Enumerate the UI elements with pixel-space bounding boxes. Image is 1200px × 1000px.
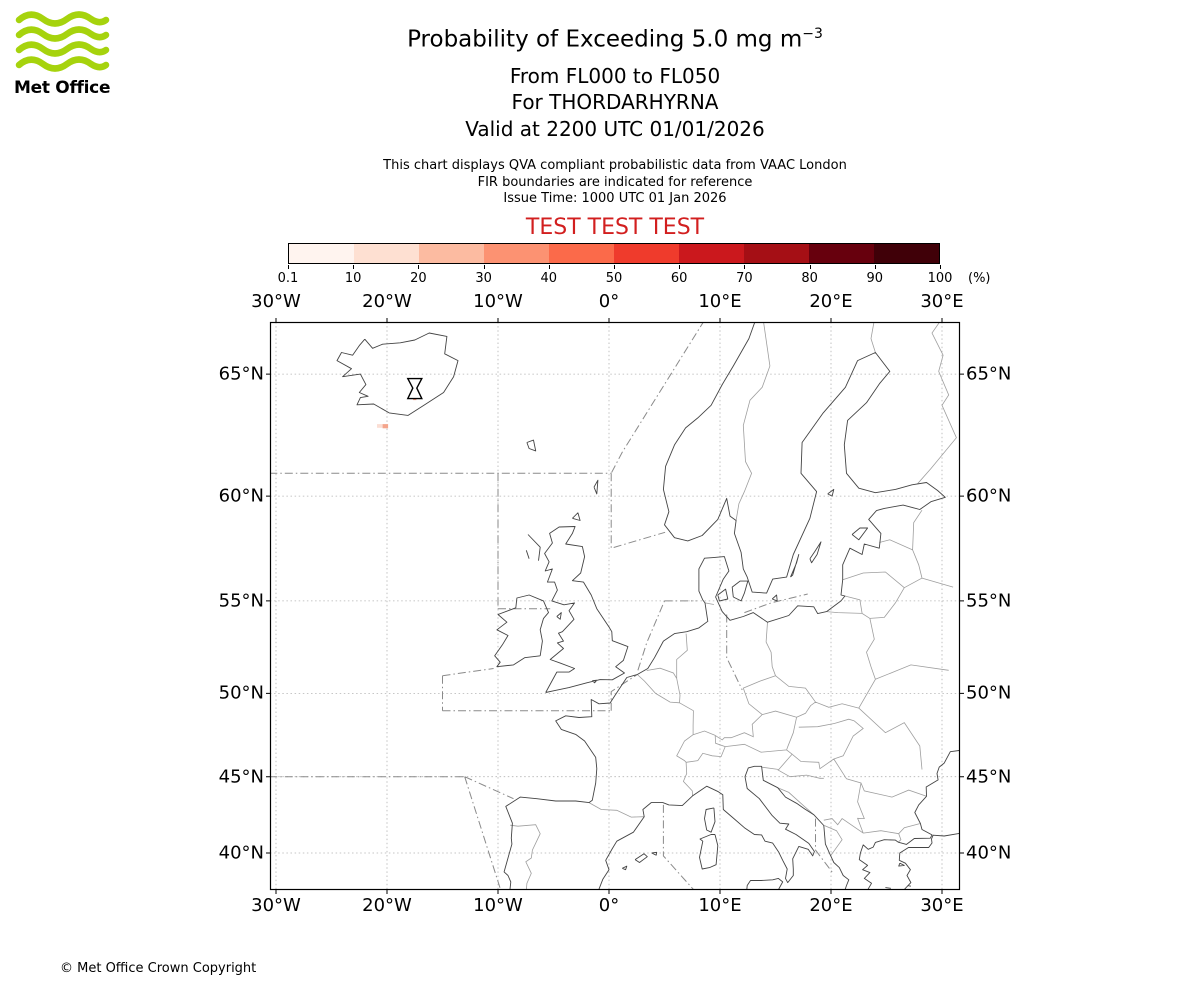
y-axis-label-right: 65°N (966, 363, 1012, 385)
colorbar-tick-label: 20 (410, 271, 427, 286)
colorbar-tick-label: 50 (605, 271, 623, 286)
y-axis-label-right: 55°N (966, 590, 1012, 612)
x-axis-label-top: 0° (598, 291, 620, 312)
y-axis-label-left: 40°N (218, 842, 264, 864)
x-axis-label-bottom: 0° (598, 895, 620, 916)
colorbar-tick (548, 265, 550, 269)
colorbar-tick (353, 265, 355, 269)
note-qva: This chart displays QVA compliant probab… (383, 158, 847, 173)
colorbar-segment (354, 244, 419, 263)
logo-brand-text: Met Office (14, 78, 111, 98)
graticule-grid (270, 322, 960, 890)
met-office-logo: Met Office (14, 10, 124, 98)
colorbar-tick (874, 265, 876, 269)
x-axis-label-bottom: 20°E (809, 895, 853, 916)
colorbar-segment (679, 244, 744, 263)
note-fir: FIR boundaries are indicated for referen… (477, 174, 753, 190)
y-axis-label-left: 65°N (218, 363, 264, 385)
x-axis-label-top: 30°W (251, 291, 301, 312)
colorbar-tick-label: 90 (866, 271, 884, 286)
europe-map (266, 318, 964, 894)
copyright-text: © Met Office Crown Copyright (60, 961, 257, 976)
y-axis-label-right: 50°N (966, 682, 1012, 704)
y-axis-label-right: 45°N (966, 766, 1012, 788)
colorbar-tick (744, 265, 746, 269)
axis-ticks (266, 318, 964, 894)
x-axis-label-top: 10°E (698, 291, 742, 312)
volcano-marker (406, 377, 423, 400)
colorbar-tick-label: 0.1 (277, 271, 299, 286)
colorbar-tick-label: 40 (540, 271, 558, 286)
colorbar-tick-label: 80 (801, 271, 818, 286)
colorbar-tick (483, 265, 485, 269)
hazard-cell (382, 424, 389, 429)
colorbar-tick-label: 60 (670, 271, 688, 286)
colorbar-segment (419, 244, 484, 263)
volcano-name-line: For THORDARHYRNA (511, 90, 719, 115)
y-axis-label-right: 60°N (966, 485, 1012, 507)
note-issue-time: Issue Time: 1000 UTC 01 Jan 2026 (503, 191, 727, 206)
coastlines (336, 322, 960, 890)
colorbar-tick-label: 70 (736, 271, 753, 286)
colorbar-tick (940, 265, 941, 269)
colorbar-tick (679, 265, 681, 269)
colorbar-segment (484, 244, 549, 263)
colorbar-tick (418, 265, 420, 269)
colorbar-segment (614, 244, 679, 263)
x-axis-label-bottom: 10°W (473, 895, 523, 916)
x-axis-label-top: 20°E (809, 291, 853, 312)
x-axis-label-top: 20°W (362, 291, 412, 312)
chart-notes: This chart displays QVA compliant probab… (30, 158, 1200, 208)
logo-waves-icon (15, 11, 110, 72)
map-frame (269, 321, 961, 891)
y-axis-label-left: 60°N (218, 485, 264, 507)
y-axis-label-left: 45°N (218, 766, 264, 788)
colorbar-segment (809, 244, 874, 263)
x-axis-label-top: 10°W (473, 291, 523, 312)
y-axis-label-left: 55°N (218, 590, 264, 612)
colorbar-segment (874, 244, 939, 263)
probability-colorbar (288, 243, 940, 264)
colorbar-tick (614, 265, 615, 269)
colorbar-unit-label: (%) (968, 271, 991, 286)
country-borders (510, 322, 957, 890)
colorbar-segment (744, 244, 809, 263)
page-title: Probability of Exceeding 5.0 mg m−3 (407, 26, 823, 53)
colorbar-tick (288, 265, 289, 269)
x-axis-label-bottom: 30°E (920, 895, 964, 916)
colorbar-tick-label: 10 (344, 271, 362, 286)
x-axis-label-bottom: 20°W (362, 895, 412, 916)
colorbar-tick-label: 100 (927, 271, 953, 286)
colorbar-tick (809, 265, 811, 269)
x-axis-label-bottom: 10°E (698, 895, 742, 916)
x-axis-label-bottom: 30°W (251, 895, 301, 916)
test-banner: TEST TEST TEST (525, 215, 705, 240)
flight-level-line: From FL000 to FL050 (509, 63, 721, 88)
valid-time-line: Valid at 2200 UTC 01/01/2026 (465, 116, 765, 141)
x-axis-label-top: 30°E (920, 291, 964, 312)
chart-header: Probability of Exceeding 5.0 mg m−3 From… (30, 26, 1200, 142)
colorbar-segment (289, 244, 354, 263)
colorbar-tick-label: 30 (475, 271, 492, 286)
fir-boundaries (270, 322, 833, 890)
y-axis-label-right: 40°N (966, 842, 1012, 864)
colorbar-segment (549, 244, 614, 263)
y-axis-label-left: 50°N (218, 682, 264, 704)
hazard-cell (377, 424, 383, 428)
